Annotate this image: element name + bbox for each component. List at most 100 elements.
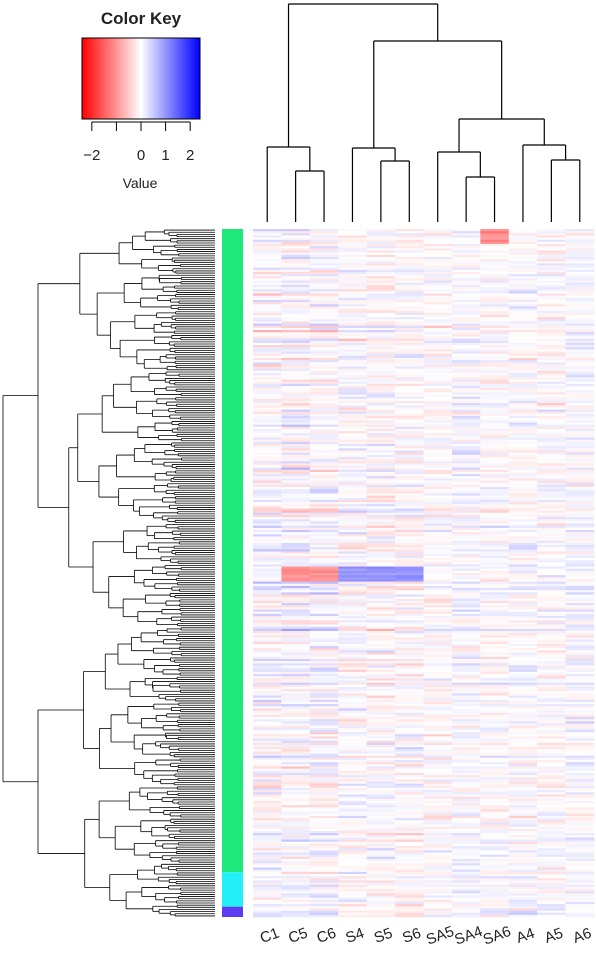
heatmap-cell — [508, 643, 538, 647]
heatmap-cell — [338, 345, 367, 348]
heatmap-cell — [480, 448, 510, 451]
heatmap-cell — [338, 284, 367, 288]
heatmap-cell — [451, 822, 481, 825]
heatmap-cell — [253, 278, 282, 281]
heatmap-cell — [537, 579, 566, 582]
heatmap-cell — [451, 476, 481, 479]
heatmap-cell — [565, 800, 595, 804]
heatmap-cell — [309, 577, 339, 580]
heatmap-cell — [537, 723, 566, 726]
heatmap-cell — [423, 600, 453, 604]
heatmap-cell — [281, 317, 311, 320]
heatmap-cell — [537, 889, 566, 892]
heatmap-cell — [480, 549, 510, 552]
heatmap-cell — [480, 858, 510, 862]
heatmap-cell — [423, 646, 453, 649]
heatmap-cell — [508, 652, 538, 655]
heatmap-cell — [366, 712, 396, 716]
heatmap-cell — [480, 355, 510, 359]
heatmap-cell — [423, 403, 453, 406]
heatmap-cell — [281, 891, 311, 894]
heatmap-cell — [253, 835, 282, 838]
heatmap-cell — [366, 659, 396, 662]
heatmap-cell — [451, 755, 481, 759]
heatmap-cell — [508, 749, 538, 752]
heatmap-cell — [309, 843, 339, 847]
heatmap-cell — [338, 790, 367, 793]
heatmap-cell — [423, 360, 453, 363]
heatmap-cell — [366, 809, 396, 812]
heatmap-cell — [480, 788, 510, 791]
heatmap-cell — [281, 474, 311, 477]
heatmap-cell — [480, 706, 510, 709]
heatmap-cell — [508, 229, 538, 232]
heatmap-cell — [480, 510, 510, 514]
heatmap-cell — [338, 474, 367, 477]
heatmap-cell — [253, 265, 282, 268]
heatmap-cell — [366, 416, 396, 419]
heatmap-cell — [366, 671, 396, 675]
heatmap-cell — [395, 835, 424, 838]
heatmap-cell — [508, 474, 538, 477]
heatmap-cell — [309, 824, 339, 827]
heatmap-cell — [480, 912, 510, 916]
heatmap-cell — [366, 573, 396, 576]
heatmap-cell — [423, 826, 453, 830]
heatmap-cell — [480, 385, 510, 389]
heatmap-cell — [423, 282, 453, 286]
heatmap-cell — [565, 822, 595, 825]
heatmap-cell — [480, 437, 510, 440]
heatmap-cell — [366, 691, 396, 694]
heatmap-cell — [508, 882, 538, 886]
heatmap-cell — [395, 519, 424, 522]
heatmap-cell — [338, 467, 367, 471]
heatmap-cell — [537, 411, 566, 415]
heatmap-cell — [338, 846, 367, 849]
heatmap-cell — [253, 641, 282, 645]
heatmap-cell — [281, 534, 311, 537]
heatmap-cell — [395, 246, 424, 249]
heatmap-cell — [309, 858, 339, 862]
heatmap-cell — [451, 723, 481, 726]
heatmap-cell — [395, 757, 424, 761]
heatmap-cell — [451, 891, 481, 894]
heatmap-cell — [480, 822, 510, 825]
heatmap-cell — [395, 407, 424, 410]
heatmap-cell — [309, 815, 339, 819]
heatmap-cell — [281, 710, 311, 714]
heatmap-cell — [451, 319, 481, 322]
heatmap-cell — [423, 740, 453, 744]
heatmap-cell — [508, 506, 538, 509]
heatmap-cell — [537, 342, 566, 346]
heatmap-cell — [508, 379, 538, 382]
heatmap-cell — [565, 480, 595, 483]
heatmap-cell — [565, 738, 595, 741]
heatmap-cell — [309, 315, 339, 318]
heatmap-cell — [423, 252, 453, 256]
heatmap-cell — [480, 340, 510, 344]
heatmap-cell — [338, 809, 367, 812]
heatmap-cell — [423, 755, 453, 759]
heatmap-cell — [309, 837, 339, 840]
heatmap-cell — [366, 555, 396, 559]
heatmap-cell — [281, 530, 311, 533]
heatmap-cell — [253, 409, 282, 413]
heatmap-cell — [338, 682, 367, 686]
heatmap-cell — [508, 265, 538, 268]
heatmap-cell — [508, 665, 538, 668]
heatmap-cell — [366, 508, 396, 511]
heatmap-cell — [451, 428, 481, 432]
heatmap-cell — [451, 330, 481, 333]
heatmap-cell — [395, 444, 424, 447]
heatmap-cell — [309, 596, 339, 600]
heatmap-cell — [366, 465, 396, 468]
heatmap-cell — [281, 785, 311, 789]
heatmap-cell — [537, 583, 566, 587]
heatmap-cell — [508, 499, 538, 503]
heatmap-cell — [253, 456, 282, 460]
heatmap-cell — [395, 637, 424, 640]
heatmap-cell — [451, 869, 481, 873]
heatmap-cell — [565, 624, 595, 628]
heatmap-cell — [451, 229, 481, 232]
heatmap-cell — [537, 861, 566, 864]
